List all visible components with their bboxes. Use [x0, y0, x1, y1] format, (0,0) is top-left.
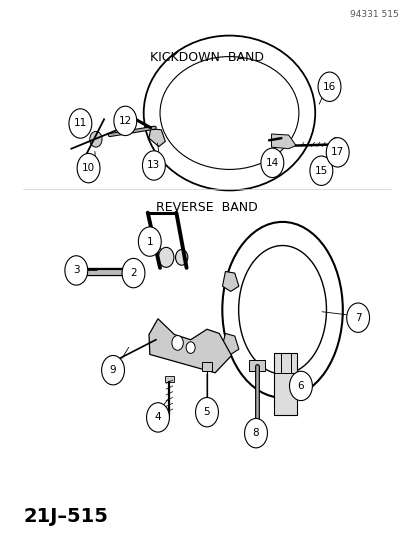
Text: 9: 9: [109, 365, 116, 375]
Circle shape: [90, 131, 102, 147]
Text: 1: 1: [146, 237, 153, 247]
Text: 94331 515: 94331 515: [349, 10, 398, 19]
Circle shape: [186, 342, 195, 353]
Text: 14: 14: [265, 158, 278, 168]
Circle shape: [69, 109, 92, 138]
Circle shape: [138, 227, 161, 256]
Text: 16: 16: [322, 82, 335, 92]
Circle shape: [146, 403, 169, 432]
Circle shape: [244, 418, 267, 448]
Text: 8: 8: [252, 428, 259, 438]
Text: 2: 2: [130, 268, 136, 278]
Circle shape: [260, 148, 283, 177]
Text: 17: 17: [330, 147, 344, 157]
Text: 12: 12: [119, 116, 132, 126]
Text: 4: 4: [154, 413, 161, 423]
Circle shape: [101, 356, 124, 385]
Circle shape: [175, 249, 188, 265]
Circle shape: [122, 259, 145, 288]
Bar: [274, 353, 296, 415]
Circle shape: [114, 106, 136, 135]
Text: 7: 7: [354, 313, 361, 322]
Circle shape: [171, 336, 183, 350]
Circle shape: [325, 138, 348, 167]
Text: 13: 13: [147, 160, 160, 171]
Circle shape: [346, 303, 369, 333]
Text: 5: 5: [203, 407, 210, 417]
Circle shape: [309, 156, 332, 185]
Text: KICKDOWN  BAND: KICKDOWN BAND: [150, 51, 263, 64]
Polygon shape: [222, 271, 238, 292]
Text: REVERSE  BAND: REVERSE BAND: [156, 201, 257, 214]
Polygon shape: [222, 334, 238, 354]
Text: 21J–515: 21J–515: [23, 507, 108, 526]
Text: 6: 6: [297, 381, 304, 391]
Text: 11: 11: [74, 118, 87, 128]
Circle shape: [158, 247, 173, 268]
Polygon shape: [149, 319, 231, 373]
Text: 15: 15: [314, 166, 327, 176]
Text: 10: 10: [82, 163, 95, 173]
Circle shape: [195, 398, 218, 427]
Bar: [249, 360, 264, 371]
Circle shape: [65, 256, 88, 285]
Circle shape: [128, 269, 137, 280]
Circle shape: [317, 72, 340, 101]
Circle shape: [289, 371, 312, 401]
Bar: [165, 376, 173, 382]
Polygon shape: [149, 129, 165, 147]
Polygon shape: [271, 134, 295, 149]
Circle shape: [330, 138, 341, 151]
Text: 3: 3: [73, 265, 79, 276]
Circle shape: [77, 154, 100, 183]
Circle shape: [142, 151, 165, 180]
Bar: [201, 362, 212, 371]
